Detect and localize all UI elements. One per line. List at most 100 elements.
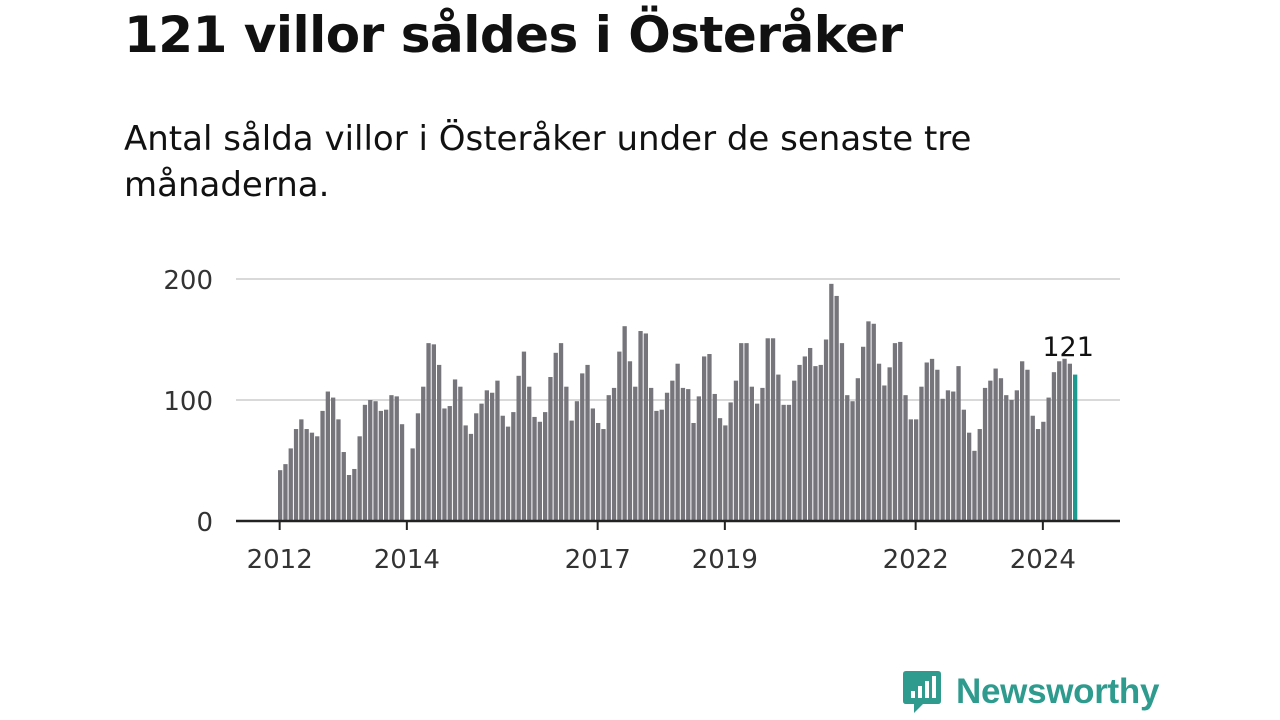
- bar-16: [362, 404, 368, 521]
- chart-subtitle: Antal sålda villor i Österåker under de …: [124, 119, 972, 205]
- bar-48: [532, 416, 537, 521]
- bar-121: [919, 386, 924, 521]
- bar-83: [717, 418, 723, 521]
- bar-22: [394, 396, 399, 521]
- bar-100: [808, 347, 813, 521]
- bar-36: [468, 433, 474, 521]
- bar-82: [712, 393, 717, 521]
- bar-27: [421, 386, 426, 521]
- bar-128: [956, 366, 961, 521]
- x-tick-label-2024: 2024: [1010, 545, 1076, 575]
- bar-71: [654, 410, 659, 521]
- newsworthy-chart-icon: [903, 671, 941, 713]
- bar-40: [490, 392, 495, 521]
- bar-99: [802, 356, 807, 521]
- bar-113: [876, 363, 882, 521]
- bar-96: [786, 404, 792, 521]
- bar-12: [341, 452, 346, 521]
- bar-56: [574, 401, 580, 521]
- bar-65: [622, 326, 627, 521]
- bar-32: [447, 406, 452, 521]
- bar-20: [384, 409, 389, 521]
- bar-29: [431, 344, 436, 521]
- bar-126: [945, 390, 951, 521]
- bar-chart: 0 100 200 2012 2014 2017 2019 2022 2024 121: [163, 266, 1120, 575]
- y-tick-label-200: 200: [163, 266, 213, 296]
- bar-57: [580, 373, 585, 521]
- bar-53: [558, 343, 564, 521]
- bar-21: [389, 395, 394, 521]
- bar-111: [866, 321, 871, 521]
- bar-86: [733, 380, 739, 521]
- axes: [236, 519, 1120, 530]
- bar-97: [792, 380, 797, 521]
- bar-41: [495, 380, 500, 521]
- bar-145: [1046, 397, 1051, 521]
- bar-93: [770, 338, 776, 521]
- bar-66: [627, 361, 633, 521]
- bar-112: [871, 323, 876, 521]
- bar-91: [760, 387, 765, 521]
- bar-116: [892, 343, 898, 521]
- bar-74: [670, 380, 675, 521]
- x-tick-label-2017: 2017: [565, 545, 631, 575]
- bar-80: [702, 356, 707, 521]
- x-tick-label-2014: 2014: [374, 545, 440, 575]
- bar-115: [887, 367, 892, 521]
- bar-50: [543, 412, 548, 521]
- bar-30: [437, 364, 442, 521]
- bar-7: [315, 436, 320, 521]
- bar-10: [331, 397, 336, 521]
- bar-124: [935, 369, 940, 521]
- bar-141: [1025, 369, 1030, 521]
- bar-89: [749, 386, 754, 521]
- bar-105: [834, 295, 839, 521]
- y-tick-label-0: 0: [196, 508, 213, 538]
- bar-47: [527, 386, 532, 521]
- bar-118: [903, 395, 908, 521]
- bar-98: [797, 364, 802, 521]
- bar-58: [585, 364, 590, 521]
- bar-84: [723, 425, 728, 521]
- x-tick-label-2019: 2019: [692, 545, 758, 575]
- bar-46: [521, 351, 527, 521]
- bar-9: [325, 391, 330, 521]
- bar-51: [548, 377, 553, 521]
- bar-72: [659, 409, 664, 521]
- chart-title: 121 villor såldes i Österåker: [124, 6, 903, 64]
- bar-144: [1041, 421, 1046, 521]
- bar-114: [882, 385, 887, 521]
- bar-123: [929, 358, 935, 521]
- bar-14: [352, 468, 357, 521]
- brand-name: Newsworthy: [956, 672, 1160, 711]
- bar-132: [977, 429, 982, 521]
- bar-127: [951, 391, 956, 521]
- bar-26: [415, 413, 421, 521]
- bar-31: [442, 408, 447, 521]
- bar-148: [1062, 351, 1067, 521]
- bar-59: [590, 408, 595, 521]
- bar-130: [967, 432, 972, 521]
- bar-33: [452, 379, 458, 521]
- bar-2: [288, 448, 293, 521]
- bar-43: [505, 426, 511, 521]
- bar-79: [696, 396, 701, 521]
- bar-106: [839, 343, 845, 521]
- bar-102: [818, 364, 823, 521]
- bar-125: [940, 398, 945, 521]
- bar-135: [993, 368, 998, 521]
- bar-11: [336, 419, 341, 521]
- bar-18: [373, 401, 378, 521]
- bar-140: [1020, 361, 1025, 521]
- bar-109: [855, 378, 860, 521]
- bar-95: [781, 404, 786, 521]
- bar-108: [850, 401, 855, 521]
- bar-64: [617, 351, 622, 521]
- newsworthy-logo: Newsworthy: [902, 670, 1159, 714]
- bar-63: [611, 387, 617, 521]
- bar-133: [982, 387, 988, 521]
- bar-85: [728, 402, 733, 521]
- bar-67: [633, 386, 638, 521]
- bar-0: [278, 470, 283, 521]
- bar-54: [564, 386, 569, 521]
